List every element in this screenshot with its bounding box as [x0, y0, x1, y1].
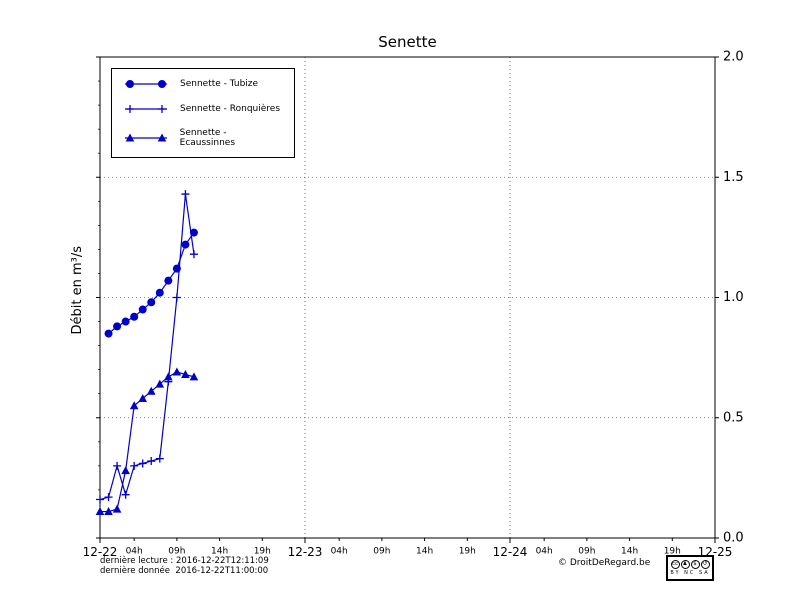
marker-circle [121, 317, 130, 326]
marker-triangle [125, 133, 135, 142]
legend-sample-plus-icon [125, 105, 167, 113]
last-data-text: dernière donnée 2016-12-22T11:00:00 [100, 566, 269, 576]
marker-circle [138, 305, 147, 314]
legend-item-label: Sennette - Ronquières [180, 104, 281, 114]
marker-circle [164, 276, 173, 285]
marker-plus [104, 493, 113, 502]
marker-triangle [129, 401, 139, 410]
marker-triangle [112, 504, 122, 513]
legend-item-label: Sennette - Tubize [180, 79, 259, 89]
marker-plus [96, 495, 104, 504]
marker-triangle [181, 369, 190, 378]
marker-triangle [189, 372, 199, 381]
marker-circle [130, 312, 139, 321]
marker-plus [126, 105, 134, 113]
legend-item: Sennette - Ronquières [122, 103, 284, 115]
y-tick-label: 1.5 [723, 170, 744, 185]
x-day-label: 12-23 [288, 545, 323, 559]
marker-plus [181, 190, 190, 199]
marker-circle [155, 288, 164, 297]
marker-triangle [164, 372, 173, 381]
x-hour-label: 14h [211, 547, 228, 557]
sa-arrow-icon: ↺ [700, 560, 710, 569]
x-hour-label: 09h [373, 547, 390, 557]
marker-circle [181, 240, 190, 249]
marker-circle [147, 298, 156, 307]
x-hour-label: 04h [536, 547, 553, 557]
cc-icon: cc [670, 560, 680, 569]
x-day-label: 12-24 [493, 545, 528, 559]
marker-triangle [138, 394, 148, 403]
copyright-text: © DroitDeRegard.be [558, 558, 651, 568]
x-hour-label: 04h [331, 547, 348, 557]
series-line [100, 371, 195, 513]
marker-plus [113, 461, 122, 470]
marker-plus [172, 293, 181, 302]
x-hour-label: 19h [664, 547, 681, 557]
marker-circle [189, 228, 198, 237]
y-tick-label: 2.0 [723, 50, 744, 65]
marker-triangle [121, 466, 130, 475]
x-hour-label: 14h [416, 547, 433, 557]
legend-sample-circle-icon [125, 80, 167, 88]
last-reading-text: dernière lecture : 2016-12-22T12:11:09 [100, 556, 269, 566]
marker-plus [121, 490, 130, 499]
y-axis-label: Débit en m³/s [70, 246, 85, 335]
y-tick-label: 1.0 [723, 290, 744, 305]
marker-triangle [95, 507, 105, 516]
series-line [99, 194, 195, 501]
marker-triangle [104, 507, 113, 516]
x-hour-label: 09h [578, 547, 595, 557]
x-hour-label: 14h [621, 547, 638, 557]
marker-circle [104, 329, 113, 338]
legend-item-label: Sennette - Ecaussinnes [179, 128, 236, 148]
x-day-label: 12-22 [83, 545, 118, 559]
marker-plus [155, 454, 164, 463]
y-tick-label: 0.5 [723, 410, 744, 425]
x-hour-label: 19h [459, 547, 476, 557]
marker-plus [138, 459, 147, 468]
legend: Sennette - Tubize Sennette - Ronquières Se… [111, 68, 295, 158]
marker-plus [158, 105, 166, 113]
marker-plus [147, 457, 156, 466]
y-tick-label: 0.0 [723, 531, 744, 546]
chart-title: Senette [378, 33, 437, 51]
marker-circle [158, 80, 166, 88]
marker-circle [113, 322, 122, 331]
by-person-icon: ♟ [680, 560, 690, 569]
legend-sample-triangle-icon [125, 133, 167, 142]
marker-plus [189, 250, 198, 259]
marker-triangle [172, 367, 182, 376]
marker-circle [126, 80, 134, 88]
marker-triangle [146, 386, 156, 395]
cc-badge-icons: cc ♟ $ ↺ [670, 560, 710, 569]
cc-license-badge: cc ♟ $ ↺ BY NC SA [666, 555, 714, 581]
marker-triangle [155, 379, 165, 388]
x-hour-label: 09h [168, 547, 185, 557]
marker-plus [130, 461, 139, 470]
legend-item: Sennette - Tubize [122, 78, 284, 90]
legend-item: Sennette - Ecaussinnes [122, 128, 284, 148]
cc-badge-text: BY NC SA [670, 570, 710, 576]
marker-triangle [157, 133, 167, 142]
nc-no-dollar-icon: $ [690, 560, 700, 569]
x-hour-label: 04h [126, 547, 143, 557]
x-hour-label: 19h [254, 547, 271, 557]
